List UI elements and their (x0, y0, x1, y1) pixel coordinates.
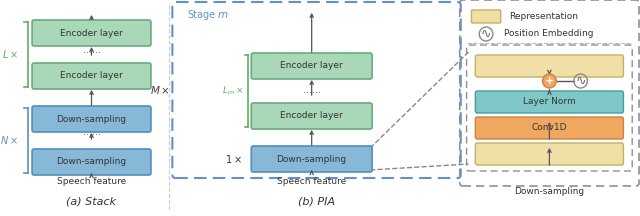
Text: ∿: ∿ (575, 75, 586, 87)
Text: Down-sampling: Down-sampling (56, 157, 127, 167)
Text: ......: ...... (303, 85, 321, 95)
Text: ......: ...... (83, 45, 100, 55)
Circle shape (543, 74, 556, 88)
Text: $N\times$: $N\times$ (1, 135, 19, 146)
Text: Down-sampling: Down-sampling (56, 114, 127, 124)
FancyBboxPatch shape (32, 63, 151, 89)
Text: +: + (545, 76, 554, 86)
Text: (b) PIA: (b) PIA (298, 196, 335, 206)
Text: Representation: Representation (509, 12, 578, 21)
Text: ......: ...... (83, 127, 100, 137)
Text: Layer Norm: Layer Norm (523, 97, 576, 106)
Text: Encoder layer: Encoder layer (280, 111, 343, 121)
Text: $m$: $m$ (217, 10, 228, 20)
FancyBboxPatch shape (476, 91, 623, 113)
Text: ∿: ∿ (481, 27, 492, 41)
FancyBboxPatch shape (32, 106, 151, 132)
Text: Conv1D: Conv1D (532, 124, 567, 132)
Text: $1\times$: $1\times$ (225, 153, 241, 165)
FancyBboxPatch shape (476, 117, 623, 139)
Text: (a) Stack: (a) Stack (67, 196, 116, 206)
FancyBboxPatch shape (252, 53, 372, 79)
Text: Down-sampling: Down-sampling (515, 186, 584, 195)
FancyBboxPatch shape (476, 55, 623, 77)
FancyBboxPatch shape (252, 146, 372, 172)
Text: $M\times$: $M\times$ (150, 84, 170, 96)
Text: Encoder layer: Encoder layer (280, 62, 343, 70)
Text: Speech feature: Speech feature (57, 178, 126, 186)
FancyBboxPatch shape (32, 149, 151, 175)
Text: Stage: Stage (187, 10, 215, 20)
Text: $L\times$: $L\times$ (3, 49, 19, 60)
Text: Encoder layer: Encoder layer (60, 29, 123, 38)
Text: Position Embedding: Position Embedding (504, 30, 593, 38)
Text: Down-sampling: Down-sampling (276, 154, 347, 164)
Text: Encoder layer: Encoder layer (60, 71, 123, 81)
Text: $L_m\times$: $L_m\times$ (222, 85, 243, 97)
FancyBboxPatch shape (476, 143, 623, 165)
Text: Speech feature: Speech feature (277, 178, 346, 186)
FancyBboxPatch shape (32, 20, 151, 46)
FancyBboxPatch shape (252, 103, 372, 129)
FancyBboxPatch shape (472, 10, 500, 23)
